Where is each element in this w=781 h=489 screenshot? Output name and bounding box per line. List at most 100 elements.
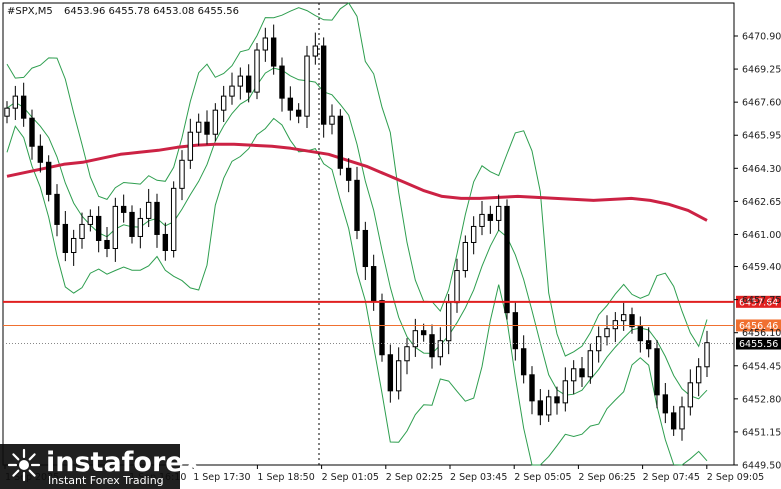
y-axis: 6470.90 6469.25 6467.60 6465.95 6464.30 6462.… [734, 32, 781, 472]
candle-body [4, 107, 10, 117]
y-tick-label: 6459.40 [742, 262, 781, 273]
x-tick-label: 2 Sep 06:25 [578, 472, 635, 483]
chart-ohlc: 6453.96 6455.78 6453.08 6455.56 [64, 6, 239, 17]
candle-body [437, 340, 444, 358]
bollinger-lower [6, 117, 708, 466]
candle-body [520, 348, 527, 376]
candle-body [454, 270, 460, 304]
candle-body [470, 225, 477, 243]
candle-body [620, 314, 627, 322]
y-tick-label: 6454.45 [742, 361, 781, 372]
candle-body [37, 145, 44, 163]
logo-brand: instaforex [46, 447, 201, 478]
candle-body [529, 374, 535, 402]
x-tick-label: 2 Sep 02:25 [386, 472, 443, 483]
candle-body [154, 201, 160, 235]
candle-body [337, 115, 344, 169]
candle-body [95, 215, 102, 241]
candle-body [637, 326, 644, 342]
level-tag [736, 295, 781, 308]
candle-body [162, 233, 169, 251]
candle-body [579, 368, 585, 378]
candle-body [395, 360, 402, 392]
candle-body [354, 179, 360, 231]
bollinger-upper [6, 2, 708, 357]
candle-body [29, 117, 35, 147]
level-tag-label: 6457.64 [739, 297, 778, 308]
candle-body [370, 266, 377, 302]
candle-body [504, 205, 510, 314]
candle-body [229, 85, 235, 97]
candle-body [54, 193, 60, 225]
level-tag-label: 6456.46 [739, 321, 778, 332]
candle-body [295, 109, 302, 117]
candle-body [670, 412, 677, 430]
candle-body [412, 330, 419, 348]
x-tick-label: 2 Sep 01:05 [322, 472, 379, 483]
candle-body [170, 187, 177, 251]
candle-body [379, 300, 385, 356]
y-tick-label: 6451.15 [742, 427, 781, 438]
y-tick-label: 6456.10 [742, 328, 781, 339]
candle-body [487, 213, 494, 221]
candle-body [512, 312, 519, 350]
candle-body [45, 161, 52, 195]
candle-body [687, 382, 694, 408]
candle-body [254, 49, 260, 93]
candle-body [287, 97, 294, 111]
candle-body [387, 354, 394, 392]
candle-body [445, 302, 452, 342]
logo-background [0, 444, 180, 489]
y-tick-label: 6464.30 [742, 164, 781, 175]
candle-body [462, 241, 469, 272]
candle-body [362, 229, 369, 268]
candle-body [112, 205, 119, 249]
candle-body [329, 115, 335, 125]
candle-body [204, 121, 210, 135]
candle-body [262, 37, 269, 51]
candle-body [62, 223, 69, 254]
candle-body [137, 217, 144, 237]
candle-body [87, 215, 94, 225]
candle-body [187, 131, 194, 161]
x-tick-label: 1 Sep 17:30 [193, 472, 250, 483]
candle-body [312, 45, 319, 57]
candle-body [479, 213, 485, 227]
level-tag [736, 319, 781, 332]
candle-body [20, 95, 27, 119]
x-tick-label: 1 Sep 18:50 [257, 472, 314, 483]
candle-body [570, 368, 577, 382]
candle-body [79, 223, 85, 239]
y-tick-label: 6457.75 [742, 295, 781, 306]
y-tick-label: 6465.95 [742, 131, 781, 142]
candle-body [420, 330, 427, 336]
x-tick-label: 2 Sep 05:05 [514, 472, 571, 483]
candle-body [237, 75, 244, 87]
candle-body [545, 396, 552, 416]
moving-average [6, 142, 708, 222]
ma-line [6, 142, 708, 222]
candle-body [704, 342, 710, 368]
candle-body [120, 205, 127, 213]
candle-body [695, 366, 702, 384]
candle-body [304, 55, 310, 117]
candle-body [104, 239, 110, 249]
candle-body [612, 320, 619, 330]
y-tick-label: 6452.80 [742, 394, 781, 405]
y-tick-label: 6467.60 [742, 98, 781, 109]
candle-body [179, 159, 185, 189]
candle-body [220, 95, 227, 111]
logo: instaforex Instant Forex Trading [0, 444, 201, 489]
candle-body [645, 340, 652, 350]
y-tick-label: 6469.25 [742, 65, 781, 76]
x-tick-label: 2 Sep 09:05 [707, 472, 764, 483]
x-tick-label: 2 Sep 07:45 [643, 472, 700, 483]
price-tag [736, 337, 781, 350]
candle-body [495, 205, 502, 221]
candle-body [129, 211, 135, 237]
candle-body [245, 75, 252, 93]
candle-body [537, 400, 544, 416]
candle-body [562, 380, 569, 404]
horizontal-levels: 6457.64 6456.46 6455.56 [3, 295, 781, 350]
